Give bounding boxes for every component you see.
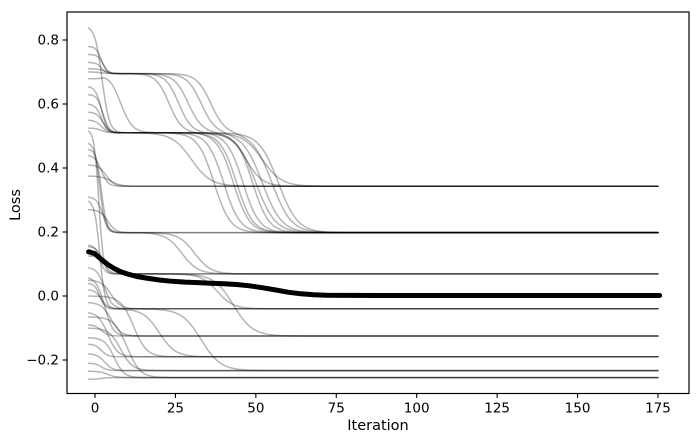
gray-run-curve: [87, 119, 659, 187]
gray-run-curve: [87, 142, 659, 275]
gray-run-curve: [87, 130, 659, 310]
gray-run-curve: [87, 295, 659, 358]
gray-run-curve: [87, 267, 659, 310]
y-tick-label: 0.0: [38, 289, 59, 305]
x-tick-label: 75: [328, 401, 345, 417]
gray-run-curve: [87, 301, 659, 337]
mean-loss-curve: [86, 249, 663, 298]
y-axis-tick-labels: −0.2 0.0 0.2 0.4 0.6 0.8: [26, 33, 59, 369]
y-tick-label: 0.2: [38, 225, 59, 241]
y-tick-label: −0.2: [26, 353, 59, 369]
gray-run-curve: [87, 53, 659, 234]
gray-run-curve: [87, 244, 659, 337]
gray-run-curve: [87, 103, 659, 234]
x-tick-label: 25: [167, 401, 184, 417]
gray-run-curve: [87, 343, 659, 358]
gray-run-curve: [87, 312, 659, 358]
y-axis-ticks: [62, 39, 67, 361]
gray-run-curve: [87, 327, 659, 372]
x-axis-tick-labels: 0 25 50 75 100 125 150 175: [91, 401, 671, 417]
y-tick-label: 0.4: [38, 161, 59, 177]
gray-run-curve: [87, 376, 659, 380]
y-tick-label: 0.6: [38, 97, 59, 113]
x-tick-label: 125: [484, 401, 510, 417]
gray-run-curve: [87, 282, 659, 372]
gray-run-curve: [87, 245, 659, 275]
x-tick-label: 175: [645, 401, 671, 417]
x-tick-label: 0: [91, 401, 100, 417]
gray-run-curve: [87, 255, 659, 275]
gray-run-curve: [87, 279, 659, 310]
axes-box: [66, 11, 690, 395]
x-tick-label: 150: [565, 401, 591, 417]
gray-run-curve: [87, 61, 659, 234]
gray-run-curve: [87, 289, 659, 358]
gray-run-curve: [87, 27, 659, 187]
x-axis-title: Iteration: [347, 418, 409, 434]
x-tick-label: 100: [404, 401, 430, 417]
x-tick-label: 50: [247, 401, 264, 417]
gray-run-curve: [87, 155, 659, 187]
gray-run-curve: [87, 45, 659, 234]
y-axis-title: Loss: [8, 189, 24, 221]
gray-run-curve: [87, 209, 659, 234]
gray-run-curve: [87, 370, 659, 379]
gray-run-curve: [87, 68, 659, 234]
y-tick-label: 0.8: [38, 33, 59, 49]
gray-run-curve: [87, 127, 659, 187]
gray-run-curves: [87, 27, 659, 380]
gray-run-curve: [87, 337, 659, 379]
gray-run-curve: [87, 316, 659, 379]
gray-run-curve: [87, 77, 659, 234]
gray-run-curve: [87, 93, 659, 234]
gray-run-curve: [87, 196, 659, 234]
gray-run-curve: [87, 175, 659, 187]
gray-run-curve: [87, 111, 659, 234]
gray-run-curve: [87, 324, 659, 337]
x-axis-ticks: [94, 393, 659, 398]
gray-run-curve: [87, 86, 659, 234]
gray-run-curve: [87, 148, 659, 275]
gray-run-curve: [87, 200, 659, 310]
gray-run-curve: [87, 362, 659, 372]
gray-run-curve: [87, 277, 659, 337]
gray-run-curve: [87, 353, 659, 372]
gray-run-curve: [87, 71, 659, 234]
gray-run-curve: [87, 164, 659, 187]
